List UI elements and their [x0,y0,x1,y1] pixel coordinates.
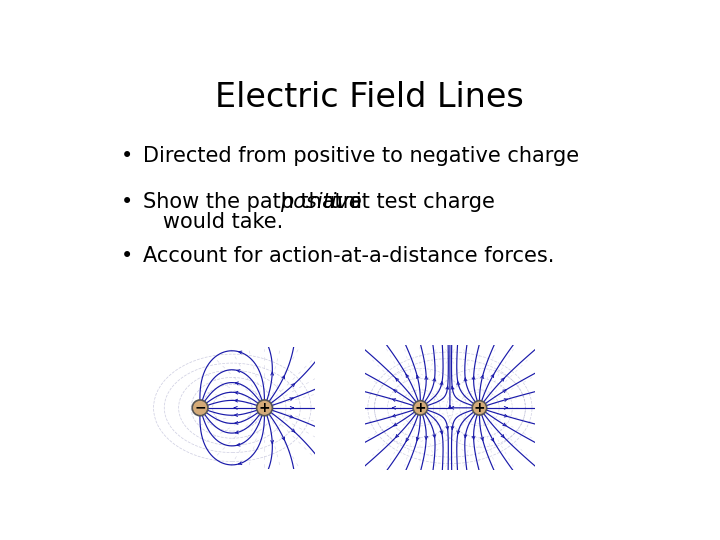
Text: Electric Field Lines: Electric Field Lines [215,82,523,114]
Text: Directed from positive to negative charge: Directed from positive to negative charg… [143,146,579,166]
Text: •: • [121,192,133,212]
Text: •: • [121,246,133,266]
Text: would take.: would take. [143,212,283,232]
Text: Account for action-at-a-distance forces.: Account for action-at-a-distance forces. [143,246,554,266]
Text: positive: positive [279,192,361,212]
Text: Show the path that a: Show the path that a [143,192,369,212]
Text: •: • [121,146,133,166]
Text: unit test charge: unit test charge [323,192,495,212]
